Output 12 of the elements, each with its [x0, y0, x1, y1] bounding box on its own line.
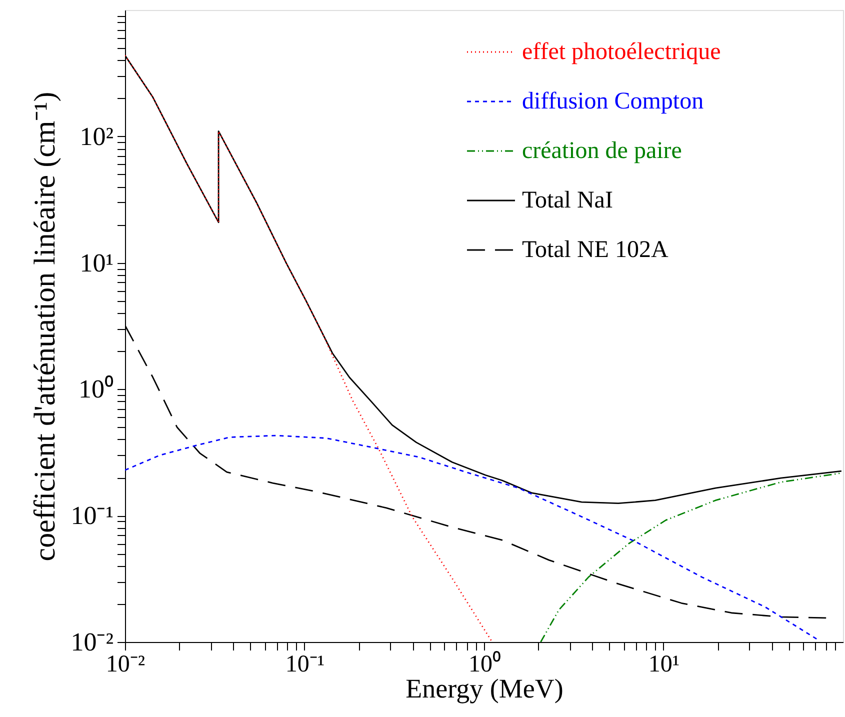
y-tick-label: 10¹: [80, 248, 114, 278]
legend-label: effet photoélectrique: [522, 39, 721, 65]
y-tick-label: 10⁰: [78, 374, 114, 404]
y-tick-label: 10²: [80, 122, 114, 151]
x-tick-label: 10¹: [648, 652, 680, 678]
legend-label: Total NaI: [522, 188, 613, 214]
legend-label: diffusion Compton: [522, 88, 704, 114]
x-tick-label: 10⁻¹: [285, 652, 325, 678]
y-tick-label: 10⁻¹: [70, 501, 114, 530]
y-axis-title: coefficient d'atténuation linéaire (cm⁻¹): [28, 92, 62, 562]
legend-label: création de paire: [522, 138, 682, 164]
legend-label: Total NE 102A: [522, 237, 669, 263]
